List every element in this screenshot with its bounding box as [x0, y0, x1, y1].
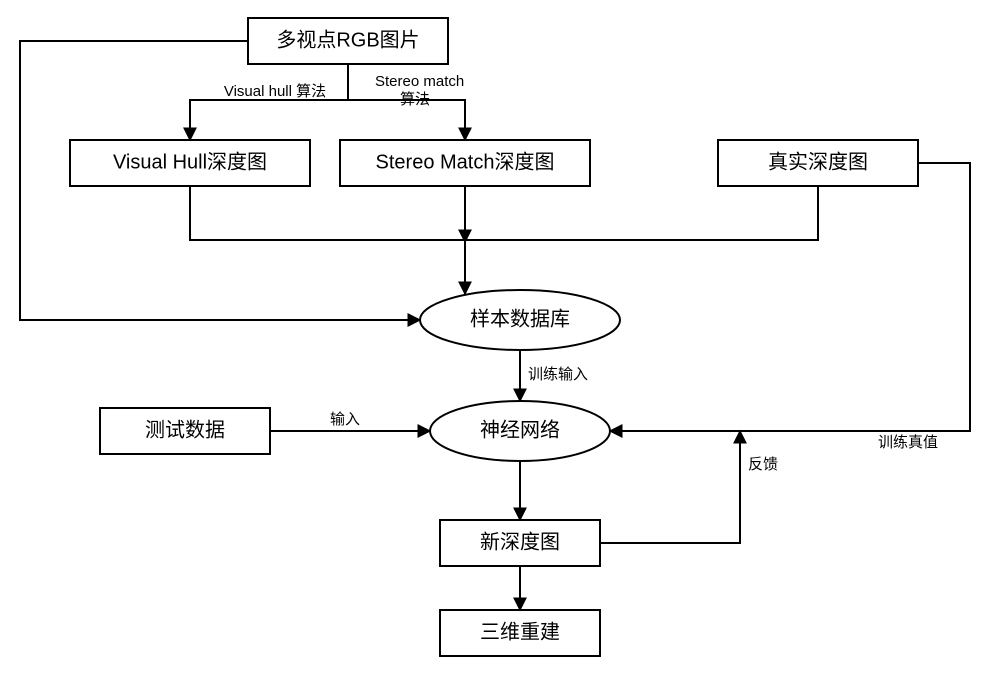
label-gt-depth: 真实深度图	[768, 150, 868, 173]
node-new-depth: 新深度图	[440, 520, 600, 566]
node-nn: 神经网络	[430, 401, 610, 461]
label-rgb: 多视点RGB图片	[276, 28, 419, 51]
node-gt-depth: 真实深度图	[718, 140, 918, 186]
node-recon: 三维重建	[440, 610, 600, 656]
label-sm-depth: Stereo Match深度图	[376, 150, 555, 173]
label-sample-db: 样本数据库	[470, 307, 570, 330]
edge-label-train-in: 训练输入	[528, 366, 588, 383]
node-sample-db: 样本数据库	[420, 290, 620, 350]
label-vh-depth: Visual Hull深度图	[113, 150, 267, 173]
edge-rgb-to-vh	[190, 100, 348, 140]
label-nn: 神经网络	[480, 418, 560, 441]
edge-label-input: 输入	[330, 411, 360, 428]
label-test-data: 测试数据	[145, 418, 225, 441]
edge-label-vh-alg: Visual hull 算法	[224, 82, 326, 100]
edge-label-train-gt: 训练真值	[878, 433, 938, 451]
node-vh-depth: Visual Hull深度图	[70, 140, 310, 186]
node-rgb: 多视点RGB图片	[248, 18, 448, 64]
node-test-data: 测试数据	[100, 408, 270, 454]
edge-newdepth-feedback	[600, 431, 740, 543]
node-sm-depth: Stereo Match深度图	[340, 140, 590, 186]
edge-gt-to-bus	[465, 186, 818, 240]
label-new-depth: 新深度图	[480, 530, 560, 553]
label-recon: 三维重建	[480, 620, 560, 643]
edge-label-feedback: 反馈	[748, 456, 778, 473]
edge-vh-to-bus	[190, 186, 465, 240]
edge-label-sm-alg-2: 算法	[400, 90, 430, 108]
edge-gt-to-nn	[610, 163, 970, 431]
edge-label-sm-alg-1: Stereo match	[375, 73, 464, 90]
